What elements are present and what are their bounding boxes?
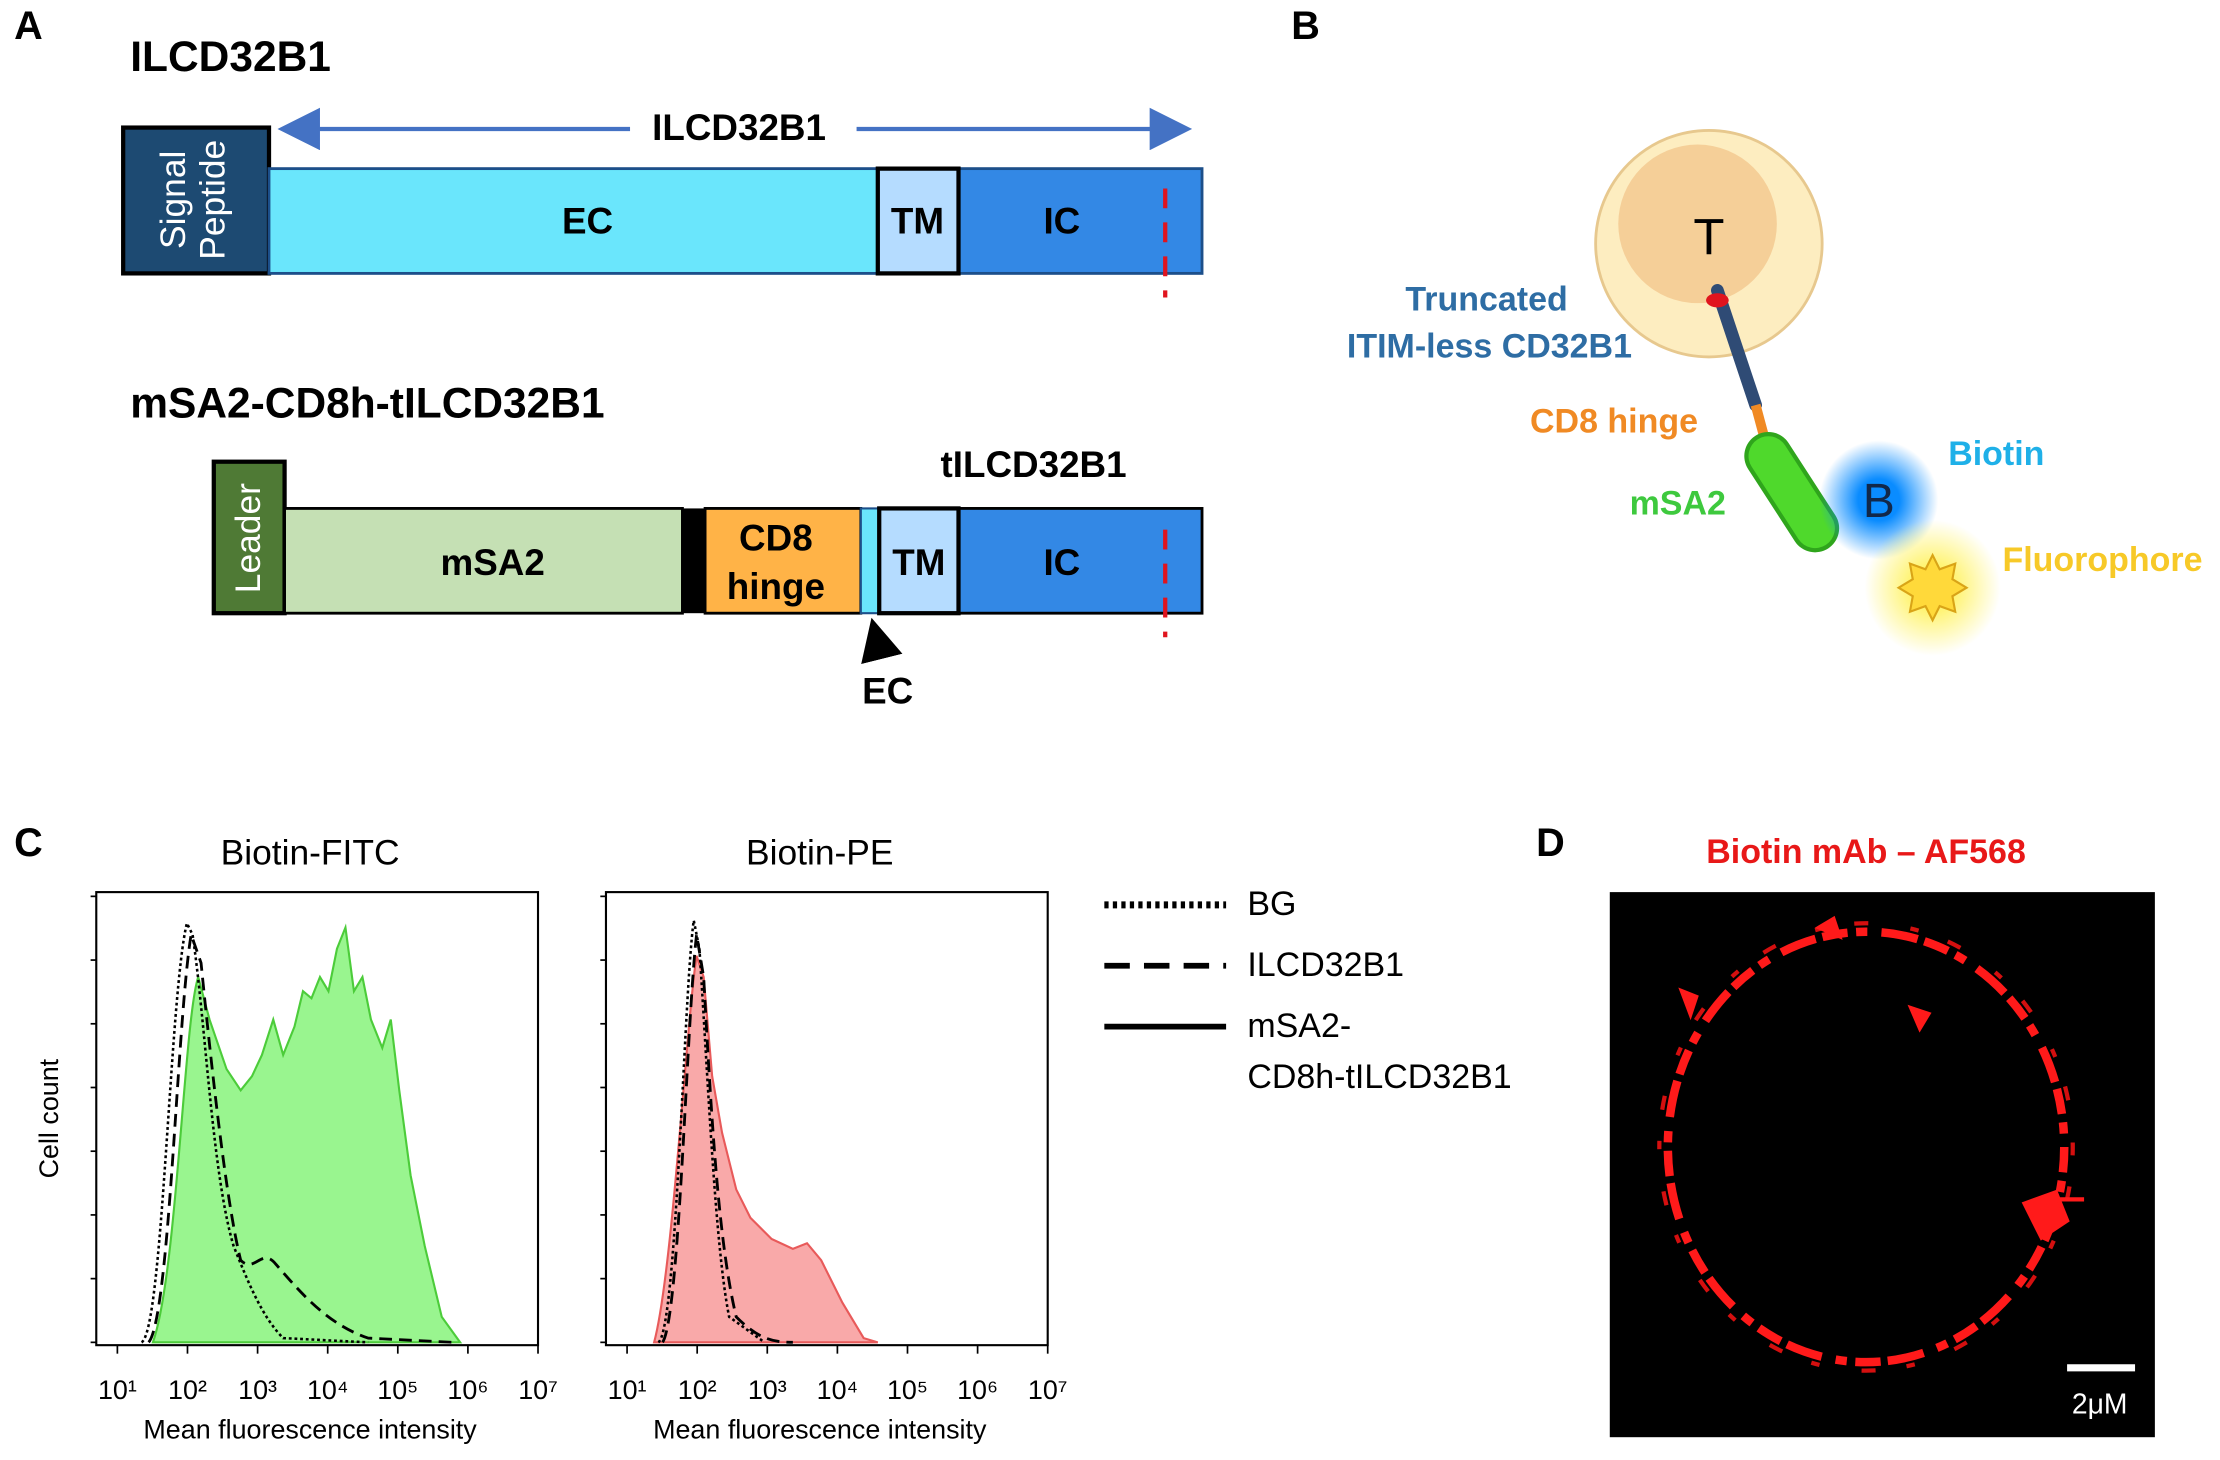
span-label: tILCD32B1: [941, 444, 1127, 485]
msa2: [1748, 436, 1835, 549]
membrane-stain: [1663, 927, 2069, 1367]
panel-label: A: [14, 4, 43, 48]
x-tick-label: 10⁵: [887, 1375, 928, 1405]
segment-label: TM: [891, 201, 944, 242]
x-axis-label: Mean fluorescence intensity: [143, 1415, 477, 1445]
histogram-bg: [657, 920, 766, 1344]
label: Fluorophore: [2002, 541, 2202, 579]
segment-label: Signal: [154, 151, 193, 249]
label: Biotin: [1948, 435, 2044, 473]
histogram-msa2: [151, 923, 463, 1344]
x-tick-label: 10⁷: [518, 1375, 558, 1405]
label: ITIM-less CD32B1: [1347, 327, 1632, 365]
plot-frame: [95, 891, 540, 1347]
histogram-ilcd32b1: [147, 934, 454, 1344]
tm-box: [877, 506, 961, 616]
segment-label: mSA2: [441, 542, 545, 583]
x-axis-label: Mean fluorescence intensity: [653, 1415, 987, 1445]
construct-title: ILCD32B1: [130, 33, 331, 80]
linker-box: [682, 508, 706, 614]
panel-a: A ILCD32B1 ILCD32B1 Signal Peptide EC TM…: [14, 4, 1204, 712]
plot-frame: [604, 891, 1049, 1347]
histogram-bg: [140, 919, 369, 1344]
segment-label: IC: [1043, 542, 1080, 583]
x-tick-label: 10⁵: [377, 1375, 418, 1405]
stain-cluster: [1678, 915, 2085, 1241]
label: Truncated: [1405, 281, 1567, 319]
fluorophore: [1896, 552, 1969, 623]
biotin-symbol: B: [1863, 474, 1895, 528]
panel-d: D Biotin mAb – AF568 2μM: [1536, 821, 2155, 1438]
scale-bar-label: 2μM: [2072, 1388, 2128, 1420]
ec-box: [267, 167, 880, 275]
histogram-ilcd32b1: [661, 934, 793, 1344]
segment-label: CD8: [739, 518, 813, 559]
x-tick-label: 10⁴: [817, 1375, 858, 1405]
y-axis-label: Cell count: [34, 1058, 64, 1178]
span-label: ILCD32B1: [652, 107, 826, 148]
x-tick-label: 10¹: [98, 1375, 137, 1405]
ec-arrow: [861, 617, 903, 665]
ec-box: [859, 507, 881, 615]
nucleus: [1618, 144, 1777, 304]
ec-arrow-label: EC: [862, 671, 913, 712]
label: mSA2: [1630, 485, 1726, 523]
segment-label: EC: [562, 201, 613, 242]
segment-label: TM: [892, 542, 945, 583]
panel-c: C 10¹ 10² 10³ 10⁴ 10⁵ 10⁶ 10⁷ Biotin-FITC Mean f…: [14, 821, 1512, 1445]
msa2-box: [283, 507, 684, 615]
x-tick-label: 10³: [748, 1375, 787, 1405]
truncated-cd32b1: [1711, 284, 1762, 412]
x-tick-label: 10⁴: [307, 1375, 348, 1405]
segment-label: Leader: [229, 483, 268, 593]
panel-label: D: [1536, 821, 1565, 865]
x-tick-label: 10³: [238, 1375, 277, 1405]
x-tick-label: 10⁶: [447, 1375, 488, 1405]
micrograph: [1609, 892, 2155, 1438]
legend-label: ILCD32B1: [1247, 946, 1404, 984]
construct-title: mSA2-CD8h-tILCD32B1: [130, 380, 604, 427]
panel-title: Biotin mAb – AF568: [1706, 833, 2026, 871]
x-tick-label: 10²: [168, 1375, 207, 1405]
segment-label: hinge: [727, 566, 825, 607]
tm-box: [875, 166, 961, 276]
panel-label: B: [1291, 4, 1320, 48]
legend-label: BG: [1247, 885, 1296, 923]
legend-label: mSA2-: [1247, 1007, 1351, 1045]
segment-label: Peptide: [194, 140, 233, 260]
membrane-stain: [1657, 921, 2075, 1373]
g: Signal Peptide: [154, 140, 233, 260]
panel-b: B T B Truncated ITIM-less CD32B1 CD8 hin…: [1291, 4, 2202, 656]
x-tick-label: 10⁷: [1028, 1375, 1068, 1405]
chart-title: Biotin-PE: [746, 834, 893, 873]
legend-label: CD8h-tILCD32B1: [1247, 1058, 1511, 1096]
hinge-box: [703, 507, 863, 615]
label: CD8 hinge: [1530, 402, 1698, 440]
chart-title: Biotin-FITC: [221, 834, 400, 873]
ic-box: [957, 507, 1204, 615]
x-tick-label: 10⁶: [957, 1375, 998, 1405]
panel-label: C: [14, 821, 43, 865]
cell-label: T: [1693, 208, 1724, 265]
x-tick-label: 10¹: [608, 1375, 647, 1405]
segment-label: IC: [1043, 201, 1080, 242]
membrane-marker: [1706, 293, 1729, 308]
x-tick-label: 10²: [678, 1375, 717, 1405]
